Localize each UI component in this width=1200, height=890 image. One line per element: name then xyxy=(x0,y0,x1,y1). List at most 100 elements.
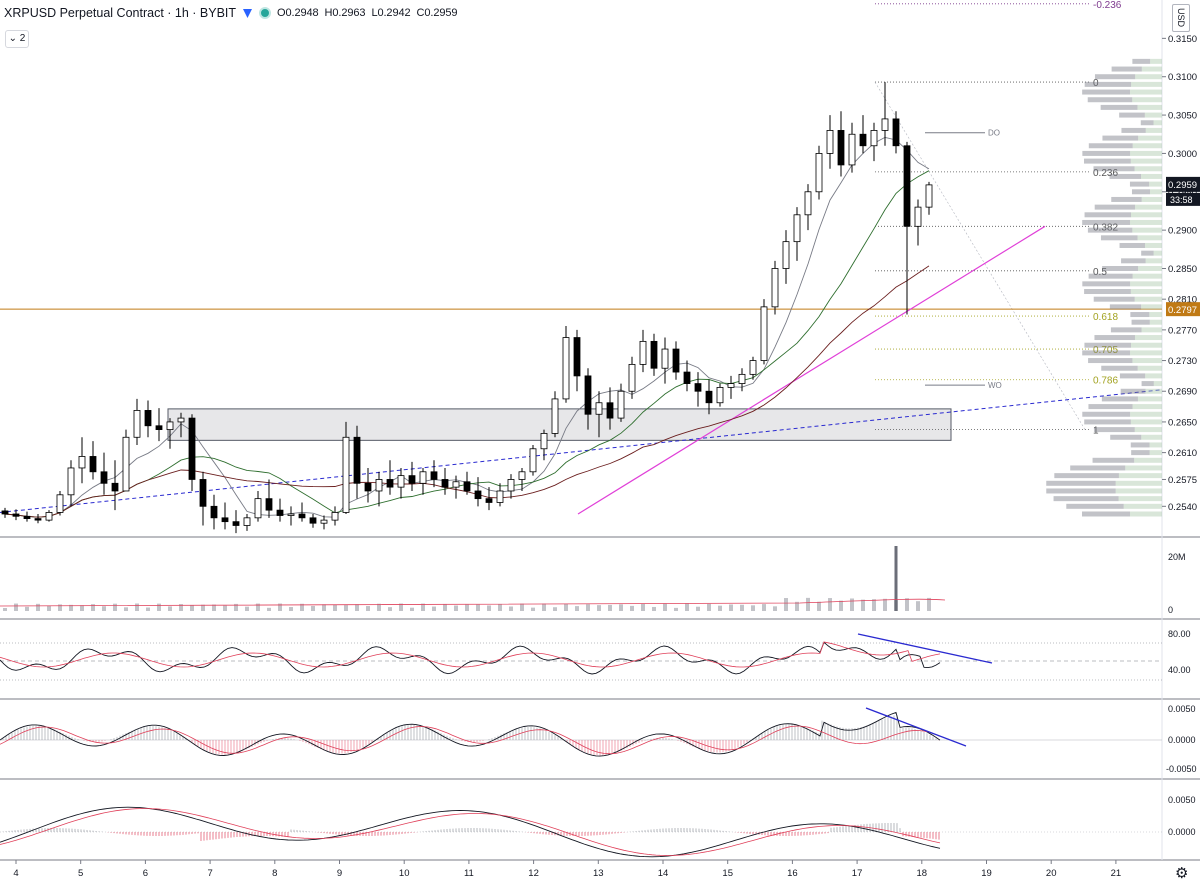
time-tick-label: 14 xyxy=(658,868,669,879)
candle-body xyxy=(628,363,636,392)
time-tick-label: 9 xyxy=(337,868,342,879)
volume-profile-bar xyxy=(1130,219,1162,225)
candle-body xyxy=(705,390,713,404)
candle xyxy=(276,498,284,522)
volume-profile-bar xyxy=(1131,450,1150,456)
volume-profile-bar xyxy=(1153,250,1162,256)
candle-body xyxy=(529,448,537,473)
osc-signal-line xyxy=(0,725,941,755)
volume-bar xyxy=(795,601,799,611)
candle xyxy=(78,437,86,484)
currency-button[interactable]: USD xyxy=(1172,4,1190,32)
candle xyxy=(166,418,174,449)
volume-bar xyxy=(333,604,337,611)
volume-bar xyxy=(278,603,282,611)
volume-profile-bar xyxy=(1141,304,1162,310)
candle xyxy=(903,141,911,315)
price-tick-label: 0.2730 xyxy=(1168,356,1197,367)
volume-bar xyxy=(289,607,293,611)
volume-profile-bar xyxy=(1093,427,1135,433)
volume-profile-bar xyxy=(1141,196,1162,202)
candle-body xyxy=(45,512,53,521)
volume-bar xyxy=(14,603,18,611)
volume-bar xyxy=(586,604,590,611)
volume-profile-bar xyxy=(1082,350,1131,356)
candle-body xyxy=(23,515,31,519)
candle-body xyxy=(309,517,317,524)
candle-body xyxy=(243,517,251,526)
candle xyxy=(859,115,867,154)
fib-level-label: 0 xyxy=(1093,78,1099,89)
time-tick-label: 6 xyxy=(143,868,148,879)
time-tick-label: 18 xyxy=(917,868,928,879)
volume-profile-bar xyxy=(1094,74,1136,80)
candle xyxy=(771,260,779,315)
candle xyxy=(485,487,493,511)
candle-body xyxy=(771,268,779,308)
candle xyxy=(551,391,559,438)
volume-bar xyxy=(498,603,502,611)
candle xyxy=(177,412,185,438)
ohlc-low: L0.2942 xyxy=(371,7,411,19)
candle xyxy=(628,356,636,399)
candle-body xyxy=(595,402,603,415)
volume-bar xyxy=(751,605,755,611)
candle-body xyxy=(551,398,559,434)
candle-body xyxy=(606,402,614,419)
candle xyxy=(331,506,339,526)
volume-profile-bar xyxy=(1111,66,1142,72)
current-price-badge xyxy=(1166,176,1200,192)
volume-bar xyxy=(377,603,381,611)
volume-profile-bar xyxy=(1130,342,1162,348)
candle-body xyxy=(133,410,141,438)
candle xyxy=(639,329,647,373)
countdown-label: 33:58 xyxy=(1170,195,1193,205)
volume-bar xyxy=(201,604,205,611)
volume-bar xyxy=(850,598,854,611)
indicator-collapse-button[interactable]: ⌄ 2 xyxy=(5,30,29,48)
candle xyxy=(232,510,240,534)
indicator-count: 2 xyxy=(19,33,26,44)
volume-bar xyxy=(300,603,304,611)
volume-profile-bar xyxy=(1132,227,1162,233)
volume-profile-bar xyxy=(1082,281,1131,287)
price-tick-label: 0.2610 xyxy=(1168,448,1197,459)
volume-bar xyxy=(432,606,436,611)
volume-bar xyxy=(575,606,579,611)
volume-profile-bar xyxy=(1109,173,1142,179)
candle-body xyxy=(639,340,647,365)
volume-bar xyxy=(399,603,403,611)
candle xyxy=(45,510,53,522)
volume-tick-label: 0 xyxy=(1168,605,1173,615)
volume-profile-bar xyxy=(1088,358,1133,364)
volume-profile-bar xyxy=(1092,457,1135,463)
volume-bar xyxy=(487,605,491,611)
candle-body xyxy=(122,436,130,492)
volume-bar xyxy=(553,607,557,611)
candle xyxy=(397,467,405,499)
volume-profile-bar xyxy=(1125,465,1162,471)
volume-profile-bar xyxy=(1046,480,1116,486)
candle xyxy=(760,299,768,365)
volume-profile-bar xyxy=(1153,120,1162,126)
volume-bar xyxy=(102,606,106,611)
candle xyxy=(254,490,262,522)
symbol-title[interactable]: XRPUSD Perpetual Contract · 1h · BYBIT xyxy=(4,6,237,20)
candle-body xyxy=(859,133,867,147)
volume-profile-bar xyxy=(1145,258,1162,264)
candle-body xyxy=(507,479,515,492)
time-tick-label: 13 xyxy=(593,868,604,879)
candle xyxy=(595,391,603,438)
candle xyxy=(496,483,504,507)
candle-body xyxy=(78,456,86,469)
volume-profile-bar xyxy=(1130,312,1150,318)
volume-bar xyxy=(641,603,645,611)
candle xyxy=(430,460,438,488)
volume-bar xyxy=(531,607,535,611)
settings-gear-icon[interactable]: ⚙ xyxy=(1175,865,1189,882)
ohlc-open: O0.2948 xyxy=(277,7,319,19)
candle-body xyxy=(881,118,889,131)
time-tick-label: 20 xyxy=(1046,868,1057,879)
